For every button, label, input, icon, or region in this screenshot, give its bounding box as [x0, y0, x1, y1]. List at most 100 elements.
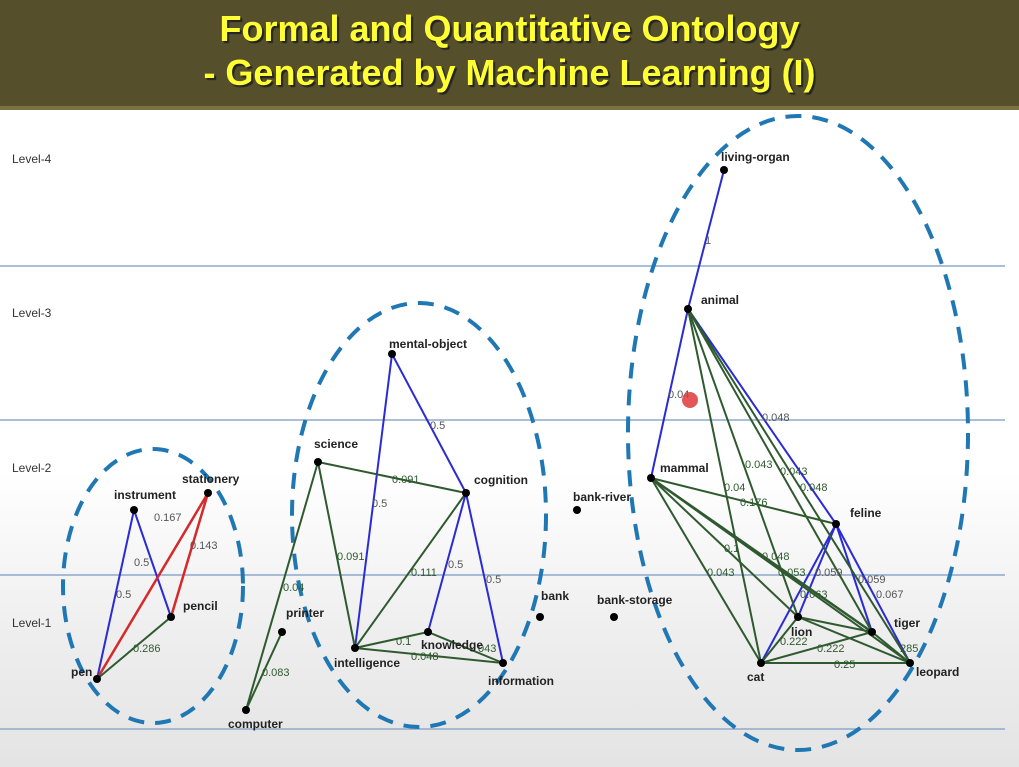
- weight-stationery-pencil: 0.143: [190, 540, 218, 552]
- level-4-label: Level-4: [12, 152, 52, 166]
- edge-mammal-cat: [650, 477, 762, 664]
- node-label-instrument: instrument: [114, 488, 176, 502]
- weight-science-cognition: 0.091: [392, 474, 420, 486]
- node-dot-tiger: [868, 628, 876, 636]
- weight-animal-feline: 0.048: [762, 412, 790, 424]
- weight-cognition-intelligence: 0.111: [411, 567, 437, 579]
- node-dot-computer: [242, 706, 250, 714]
- weight-pen-instrument: 0.5: [116, 589, 131, 601]
- edge-animal-feline: [687, 308, 837, 525]
- node-dot-instrument: [130, 506, 138, 514]
- node-label-bank-river: bank-river: [573, 490, 631, 504]
- title-bar: Formal and Quantitative Ontology - Gener…: [0, 0, 1019, 110]
- node-label-printer: printer: [286, 606, 324, 620]
- ontology-diagram: Level-4 Level-3 Level-2 Level-1: [0, 114, 1005, 752]
- edge-instrument-pencil: [133, 509, 172, 618]
- edge-science-intelligence: [317, 461, 356, 649]
- weight-feline-leopard: 0.067: [876, 589, 904, 601]
- edge-mammal-lion: [650, 477, 799, 618]
- weight-science-computer: 0.04: [283, 582, 304, 594]
- edge-pen-pencil: [96, 616, 172, 680]
- edge-stationery-pencil: [169, 492, 210, 618]
- ontology-diagram-area: Level-4 Level-3 Level-2 Level-1: [0, 110, 1019, 767]
- node-dot-intelligence: [351, 644, 359, 652]
- weight-knowledge-information: 043: [478, 643, 496, 655]
- edge-cognition-intelligence: [354, 492, 467, 649]
- node-dot-cognition: [462, 489, 470, 497]
- node-dot-cat: [757, 659, 765, 667]
- node-label-information: information: [488, 674, 554, 688]
- weight-science-intelligence: 0.091: [337, 551, 365, 563]
- edge-cognition-knowledge: [427, 492, 467, 633]
- edge-knowledge-information: [427, 631, 504, 664]
- node-label-computer: computer: [228, 717, 283, 731]
- node-label-pen: pen: [71, 665, 92, 679]
- weight-pen-pencil: 0.286: [133, 643, 161, 655]
- weight-animal-leopard: 0.048: [800, 482, 828, 494]
- edge-animal-tiger: [687, 308, 873, 633]
- node-label-bank-storage: bank-storage: [597, 593, 673, 607]
- node-dot-mental-object: [388, 350, 396, 358]
- edge-cat-lion: [760, 616, 799, 664]
- weight-mammal-lion: 0.048: [762, 551, 790, 563]
- cluster-ellipse-animal: [626, 114, 970, 752]
- node-label-cognition: cognition: [474, 473, 528, 487]
- node-dot-feline: [832, 520, 840, 528]
- weight-livingorgan-animal: 1: [705, 235, 711, 247]
- weight-animal-cat: 0.04: [724, 482, 745, 494]
- node-dot-bank-river: [573, 506, 581, 514]
- edge-animal-leopard: [687, 308, 911, 664]
- edge-pen-instrument: [96, 509, 135, 680]
- node-dot-bank-storage: [610, 613, 618, 621]
- node-label-mental-object: mental-object: [389, 337, 467, 351]
- edge-cat-tiger: [760, 631, 873, 664]
- edge-mammal-leopard: [650, 477, 911, 664]
- node-dot-information: [499, 659, 507, 667]
- node-dot-knowledge: [424, 628, 432, 636]
- node-dot-stationery: [204, 489, 212, 497]
- weight-cat-leopard: 0.25: [834, 659, 855, 671]
- weight-computer-printer: 0.083: [262, 667, 290, 679]
- node-label-animal: animal: [701, 293, 739, 307]
- node-dot-lion: [794, 613, 802, 621]
- level-2-label: Level-2: [12, 461, 52, 475]
- cluster-ellipse-stationery: [61, 447, 245, 725]
- node-label-pencil: pencil: [183, 599, 218, 613]
- edge-lion-tiger: [797, 616, 873, 633]
- node-label-tiger: tiger: [894, 616, 920, 630]
- node-label-knowledge: knowledge: [421, 638, 483, 652]
- weight-mammal-leopard: 0.053: [778, 567, 806, 579]
- level-3-label: Level-3: [12, 306, 52, 320]
- weight-mammal-cat: 0.1: [724, 543, 739, 555]
- slide-title-line-2: - Generated by Machine Learning (I): [203, 52, 816, 93]
- weight-mentalobject-cognition: 0.5: [430, 420, 445, 432]
- edge-animal-cat: [687, 308, 762, 664]
- edge-intelligence-information: [354, 647, 504, 664]
- node-dot-pencil: [167, 613, 175, 621]
- edge-feline-lion: [797, 523, 837, 618]
- cluster-ellipse-cognition: [290, 301, 548, 729]
- level-1-label: Level-1: [12, 616, 52, 630]
- node-label-intelligence: intelligence: [334, 656, 400, 670]
- weight-feline-tiger: 0.059: [858, 574, 886, 586]
- node-label-leopard: leopard: [916, 665, 959, 679]
- node-dot-science: [314, 458, 322, 466]
- edge-intelligence-knowledge: [354, 631, 429, 649]
- node-dot-pen: [93, 675, 101, 683]
- edge-mammal-feline: [650, 477, 837, 525]
- node-dot-leopard: [906, 659, 914, 667]
- node-dot-animal: [684, 305, 692, 313]
- node-dot-bank: [536, 613, 544, 621]
- node-label-living-organ: living-organ: [721, 150, 790, 164]
- weight-mentalobject-intelligence: 0.5: [372, 498, 387, 510]
- edge-science-computer: [245, 461, 319, 711]
- node-label-mammal: mammal: [660, 461, 709, 475]
- weight-animal-lion: 0.043: [745, 459, 773, 471]
- edge-cognition-information: [465, 492, 504, 664]
- weight-cat-tiger: 0.222: [817, 643, 845, 655]
- weight-cognition-information: 0.5: [486, 574, 501, 586]
- weight-cognition-knowledge: 0.5: [448, 559, 463, 571]
- weight-mammal-tiger: 0.043: [707, 567, 735, 579]
- node-label-feline: feline: [850, 506, 882, 520]
